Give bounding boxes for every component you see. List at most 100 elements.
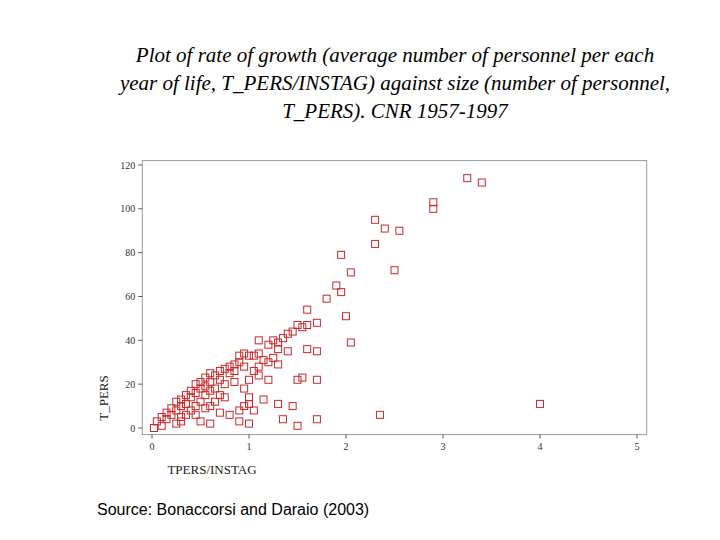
point xyxy=(430,199,437,206)
y-tick xyxy=(138,296,142,297)
point xyxy=(376,411,383,418)
point xyxy=(381,225,388,232)
point xyxy=(178,403,185,410)
point xyxy=(192,403,199,410)
point xyxy=(241,403,248,410)
point xyxy=(212,398,219,405)
point xyxy=(250,352,257,359)
point xyxy=(216,409,223,416)
point xyxy=(212,372,219,379)
point xyxy=(168,405,175,412)
point xyxy=(275,361,282,368)
point xyxy=(187,387,194,394)
point xyxy=(178,418,185,425)
x-tick xyxy=(637,435,638,439)
point xyxy=(372,240,379,247)
point xyxy=(255,372,262,379)
point xyxy=(250,368,257,375)
point xyxy=(313,348,320,355)
points xyxy=(150,175,543,432)
point xyxy=(207,387,214,394)
point xyxy=(192,381,199,388)
point xyxy=(207,370,214,377)
point xyxy=(192,389,199,396)
point xyxy=(182,411,189,418)
point xyxy=(192,411,199,418)
x-tick-label: 4 xyxy=(538,441,543,452)
point xyxy=(221,381,228,388)
source-note: Source: Bonaccorsi and Daraio (2003) xyxy=(97,501,369,518)
point xyxy=(255,363,262,370)
point xyxy=(313,416,320,423)
point xyxy=(197,385,204,392)
y-tick xyxy=(138,165,142,166)
point xyxy=(294,321,301,328)
x-tick xyxy=(540,435,541,439)
point xyxy=(216,392,223,399)
x-tick-label: 1 xyxy=(247,441,252,452)
point xyxy=(231,368,238,375)
point xyxy=(275,346,282,353)
point xyxy=(347,339,354,346)
point xyxy=(246,394,253,401)
point xyxy=(265,341,272,348)
point xyxy=(178,414,185,421)
point xyxy=(246,376,253,383)
x-tick xyxy=(152,435,153,439)
point xyxy=(236,418,243,425)
point xyxy=(338,289,345,296)
point xyxy=(207,403,214,410)
point xyxy=(168,411,175,418)
y-tick xyxy=(138,340,142,341)
y-axis-label: T_PERS xyxy=(96,375,111,421)
point xyxy=(226,363,233,370)
y-tick-label: 40 xyxy=(125,335,135,346)
point xyxy=(270,337,277,344)
point xyxy=(270,354,277,361)
point xyxy=(313,376,320,383)
point xyxy=(173,407,180,414)
point xyxy=(430,205,437,212)
point xyxy=(255,350,262,357)
point xyxy=(333,282,340,289)
point xyxy=(313,319,320,326)
point xyxy=(304,321,311,328)
point xyxy=(289,403,296,410)
x-tick xyxy=(443,435,444,439)
point xyxy=(158,414,165,421)
y-tick xyxy=(138,428,142,429)
point xyxy=(294,376,301,383)
point xyxy=(212,385,219,392)
point xyxy=(163,409,170,416)
point xyxy=(338,251,345,258)
point xyxy=(275,339,282,346)
point xyxy=(182,392,189,399)
point xyxy=(178,396,185,403)
point xyxy=(241,363,248,370)
point xyxy=(260,396,267,403)
point xyxy=(202,383,209,390)
point xyxy=(265,359,272,366)
point xyxy=(173,420,180,427)
point xyxy=(202,392,209,399)
point xyxy=(347,269,354,276)
point xyxy=(158,422,165,429)
point xyxy=(299,324,306,331)
point xyxy=(163,416,170,423)
point xyxy=(265,376,272,383)
point xyxy=(396,227,403,234)
y-tick xyxy=(138,252,142,253)
y-tick-label: 20 xyxy=(125,379,135,390)
point xyxy=(343,313,350,320)
point xyxy=(284,330,291,337)
point xyxy=(323,295,330,302)
point xyxy=(216,368,223,375)
point xyxy=(202,405,209,412)
point xyxy=(279,335,286,342)
x-tick-label: 3 xyxy=(441,441,446,452)
point xyxy=(226,370,233,377)
chart-root: Plot of rate of growth (average number o… xyxy=(0,0,720,540)
x-tick xyxy=(249,435,250,439)
point xyxy=(246,352,253,359)
point xyxy=(255,337,262,344)
